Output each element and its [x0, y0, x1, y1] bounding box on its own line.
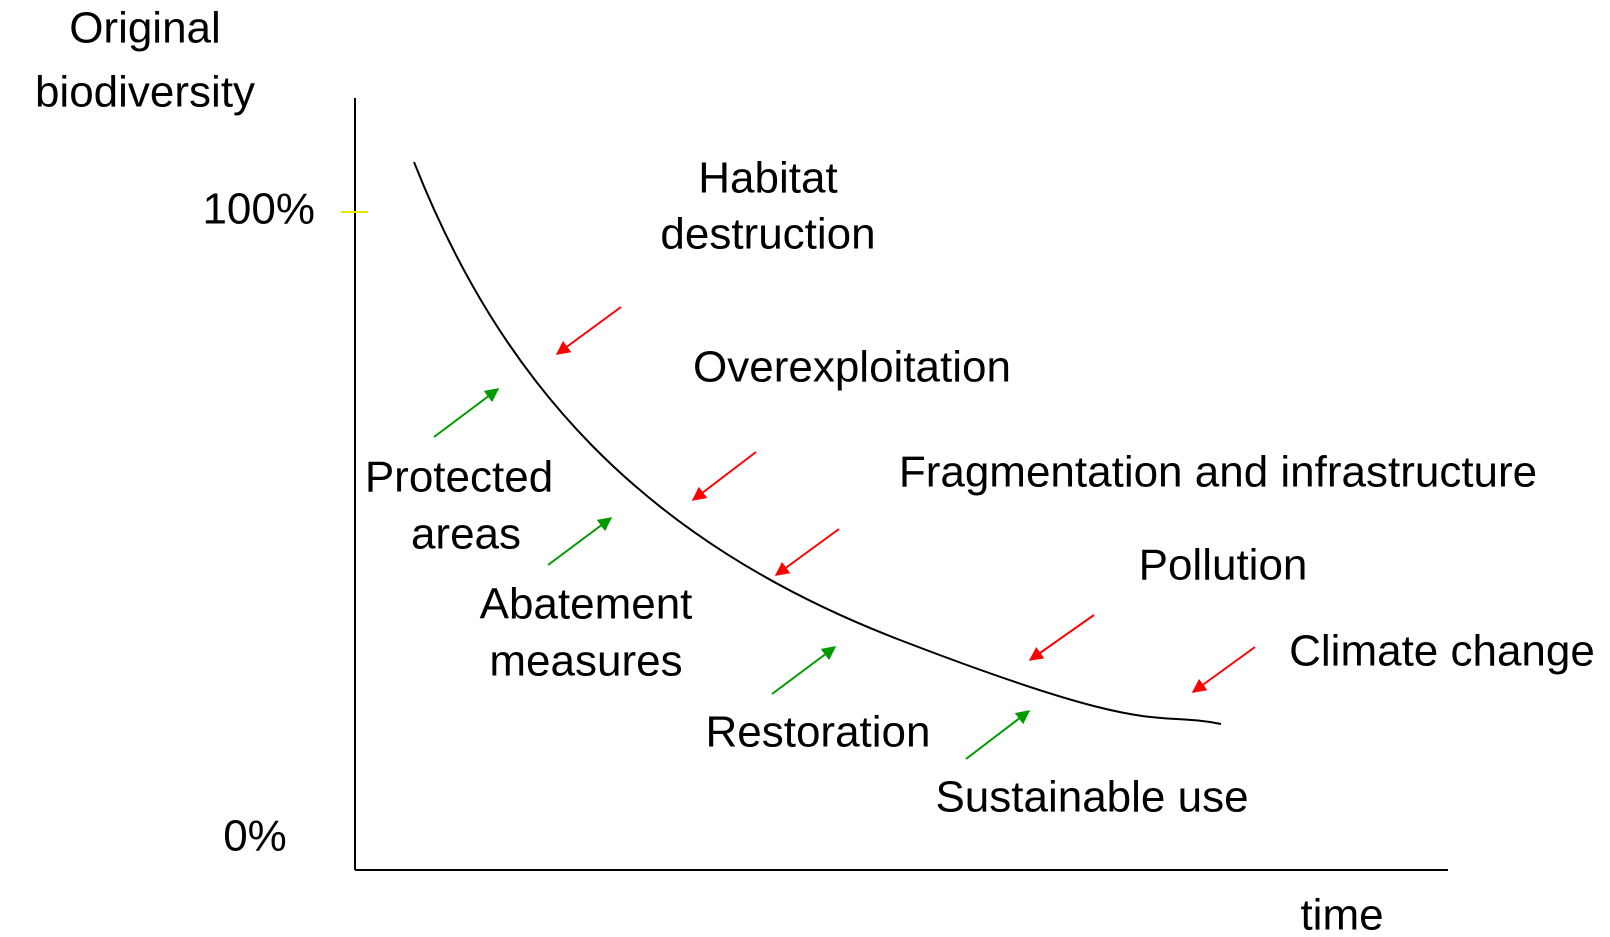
pressure-label: Overexploitation: [693, 343, 1011, 392]
arrow: [547, 517, 613, 566]
response-label: Abatement: [480, 580, 693, 629]
arrow: [771, 646, 837, 695]
pressure-labels: Habitat destruction Overexploitation Fra…: [660, 154, 1594, 676]
pressure-label: Pollution: [1139, 541, 1308, 590]
arrow: [965, 710, 1031, 760]
pressure-label: Habitat: [698, 154, 837, 203]
response-label: Protected: [365, 453, 553, 502]
pressure-label: Climate change: [1289, 627, 1595, 676]
pressure-label: destruction: [660, 210, 875, 259]
pressure-arrows: [555, 306, 1256, 693]
arrow: [691, 451, 757, 501]
x-title: time: [1300, 891, 1383, 937]
response-labels: Protected areas Abatement measures Resto…: [365, 453, 1249, 822]
arrow: [1028, 614, 1095, 661]
arrow: [774, 528, 840, 576]
axes: Original biodiversity 100% 0% time: [35, 4, 1448, 937]
pressure-label: Fragmentation and infrastructure: [899, 448, 1537, 497]
y-bottom-label: 0%: [223, 812, 287, 861]
arrow: [433, 388, 500, 438]
response-label: Sustainable use: [935, 773, 1248, 822]
y-title: biodiversity: [35, 68, 255, 117]
response-label: Restoration: [705, 708, 930, 757]
response-arrows: [433, 388, 1031, 760]
response-label: areas: [411, 510, 521, 559]
biodiversity-curve: [413, 161, 1222, 725]
y-top-label: 100%: [202, 185, 315, 234]
arrow: [555, 306, 622, 355]
arrow: [1191, 646, 1256, 693]
response-label: measures: [489, 637, 682, 686]
y-title: Original: [69, 4, 221, 53]
